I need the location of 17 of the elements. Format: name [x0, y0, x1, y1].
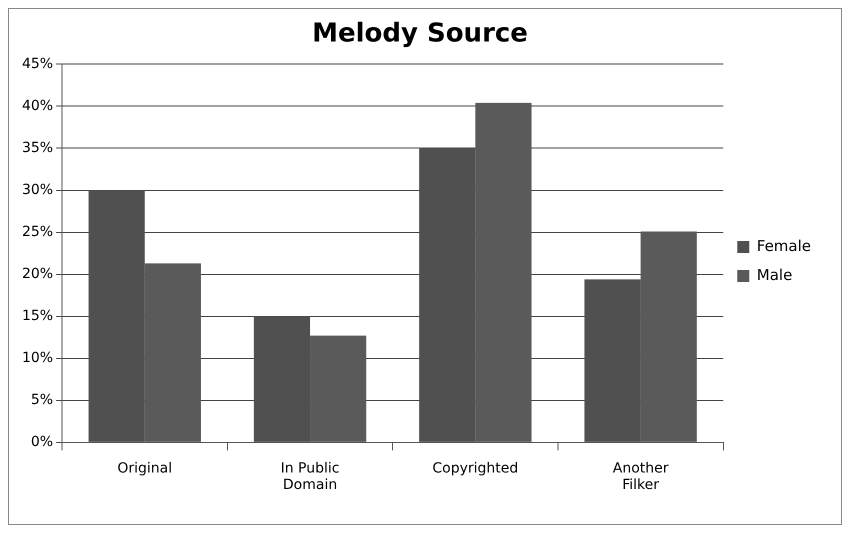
y-tick-label: 5%: [30, 392, 54, 408]
y-tick-label: 40%: [22, 98, 54, 114]
y-tick-label: 30%: [22, 182, 54, 198]
chart-title: Melody Source: [312, 18, 528, 48]
x-tick-label: Another Filker: [612, 460, 669, 494]
y-tick-label: 45%: [22, 56, 54, 72]
y-tick-label: 15%: [22, 308, 54, 324]
y-tick-label: 10%: [22, 350, 54, 366]
x-tick-label: Copyrighted: [432, 460, 518, 476]
legend-label: Female: [756, 236, 812, 255]
x-tick-label: In Public Domain: [280, 460, 340, 494]
y-tick-label: 20%: [22, 266, 54, 282]
y-tick-label: 25%: [22, 224, 54, 240]
legend-label: Male: [756, 266, 792, 284]
y-tick-label: 0%: [30, 434, 54, 450]
x-tick-label: Original: [117, 460, 172, 476]
y-tick-label: 35%: [22, 140, 54, 156]
